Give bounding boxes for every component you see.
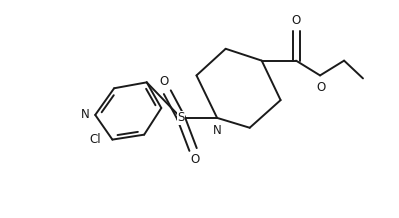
- Text: Cl: Cl: [89, 133, 101, 146]
- Text: N: N: [81, 108, 89, 121]
- Text: O: O: [316, 81, 326, 94]
- Text: O: O: [160, 75, 169, 88]
- Text: S: S: [178, 111, 185, 124]
- Text: N: N: [213, 124, 221, 137]
- Text: O: O: [291, 14, 301, 27]
- Text: O: O: [190, 153, 200, 166]
